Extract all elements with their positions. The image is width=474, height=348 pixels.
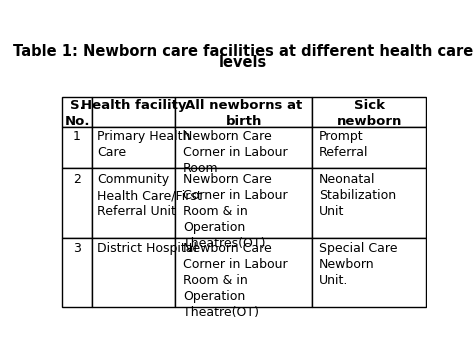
Bar — [312, 168, 426, 238]
Text: 1: 1 — [73, 130, 81, 143]
Bar — [175, 97, 312, 127]
Bar — [92, 127, 175, 168]
Text: Special Care
Newborn
Unit.: Special Care Newborn Unit. — [319, 243, 398, 287]
Bar — [92, 168, 175, 238]
Text: Primary Health
Care: Primary Health Care — [97, 130, 191, 159]
Text: Community
Health Care/First
Referral Unit: Community Health Care/First Referral Uni… — [97, 173, 202, 218]
Text: 2: 2 — [73, 173, 81, 186]
Text: Health facility: Health facility — [81, 99, 186, 112]
Text: Newborn Care
Corner in Labour
Room & in
Operation
Theatres(OT): Newborn Care Corner in Labour Room & in … — [183, 173, 288, 250]
Text: Newborn Care
Corner in Labour
Room & in
Operation
Theatre(OT): Newborn Care Corner in Labour Room & in … — [183, 243, 288, 319]
Bar — [312, 238, 426, 307]
Bar — [92, 238, 175, 307]
Text: Neonatal
Stabilization
Unit: Neonatal Stabilization Unit — [319, 173, 396, 218]
Bar — [312, 97, 426, 127]
Bar — [62, 238, 92, 307]
Bar — [62, 168, 92, 238]
Text: Table 1: Newborn care facilities at different health care: Table 1: Newborn care facilities at diff… — [13, 45, 473, 60]
Bar — [62, 97, 92, 127]
Text: District Hospital: District Hospital — [97, 243, 197, 255]
Text: levels: levels — [219, 55, 267, 70]
Bar — [175, 168, 312, 238]
Bar — [92, 97, 175, 127]
Text: Newborn Care
Corner in Labour
Room: Newborn Care Corner in Labour Room — [183, 130, 288, 175]
Text: 3: 3 — [73, 243, 81, 255]
Bar — [312, 127, 426, 168]
Bar — [175, 127, 312, 168]
Text: S.
No.: S. No. — [64, 99, 90, 128]
Text: Sick
newborn: Sick newborn — [337, 99, 402, 128]
Text: All newborns at
birth: All newborns at birth — [185, 99, 302, 128]
Text: Prompt
Referral: Prompt Referral — [319, 130, 369, 159]
Bar — [175, 238, 312, 307]
Bar — [62, 127, 92, 168]
